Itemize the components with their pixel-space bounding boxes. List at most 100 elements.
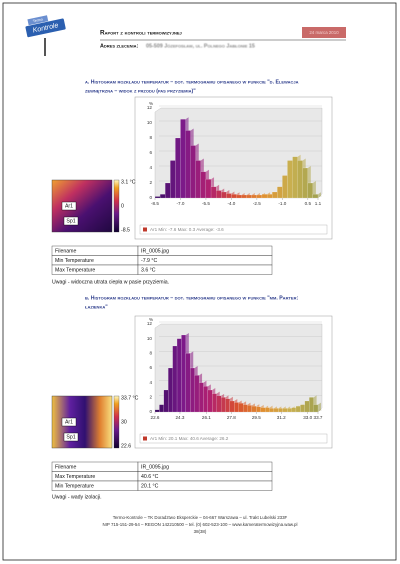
bar <box>243 404 248 413</box>
table-text: Filename <box>55 464 76 470</box>
x-tick-label: 26.1 <box>202 415 211 420</box>
bar <box>273 408 279 413</box>
bar <box>256 406 261 413</box>
bar <box>154 196 161 199</box>
scale-label: 3.1 °C <box>121 179 136 185</box>
bar <box>234 402 239 413</box>
legend-text: Ar1 Min: 20.1 Max: 40.6 Average: 26.2 <box>150 436 229 441</box>
bar <box>251 194 257 199</box>
bar <box>170 160 176 199</box>
address-label: Adres zlecenia: <box>100 43 139 49</box>
bar <box>312 194 319 199</box>
bar <box>287 160 293 199</box>
bar <box>205 179 212 199</box>
bar <box>226 193 232 199</box>
bar <box>282 175 288 199</box>
y-tick-label: 6 <box>149 150 152 155</box>
bar <box>309 397 314 413</box>
logo-small: Termo <box>33 17 44 23</box>
bar <box>256 194 263 199</box>
area-label: Sp1 <box>66 219 75 225</box>
x-tick-label: -4.0 <box>227 201 235 206</box>
scale-label: 30 <box>121 419 127 425</box>
table-cell <box>137 480 273 491</box>
y-tick-label: 12 <box>147 321 153 326</box>
y-tick-label: 6 <box>149 365 152 370</box>
bar <box>159 404 164 413</box>
bar-side <box>312 181 316 198</box>
bar <box>168 367 173 413</box>
x-tick-label: -7.0 <box>177 201 185 206</box>
y-tick-label: 8 <box>149 351 152 356</box>
x-tick-label: -1.0 <box>278 201 286 206</box>
y-tick-label: 0 <box>149 195 152 200</box>
page-number: 38(38) <box>194 529 207 534</box>
bar <box>261 194 268 199</box>
y-axis-label: % <box>149 317 153 322</box>
bar-side <box>318 192 321 198</box>
bar <box>278 408 283 413</box>
x-tick-label: -8.5 <box>151 201 159 206</box>
bar <box>241 194 247 199</box>
area-marker <box>61 417 77 427</box>
bar <box>195 160 201 199</box>
table-text: Max Temperature <box>55 474 95 480</box>
bar <box>154 409 160 413</box>
bar <box>265 407 270 413</box>
y-tick-label: 4 <box>149 380 152 385</box>
thermogram <box>51 179 113 233</box>
y-tick-label: 8 <box>149 135 152 140</box>
note: Uwagi - widoczna utrata ciepła w pasie p… <box>52 279 169 285</box>
x-tick-label: 31.2 <box>277 415 286 420</box>
bar <box>295 406 301 413</box>
bar <box>229 400 235 413</box>
section-heading: łazienka" <box>85 304 108 310</box>
bar <box>313 404 319 413</box>
bar <box>165 182 171 199</box>
bar <box>287 408 292 413</box>
bar <box>185 130 191 199</box>
address: 05-509 Józefosław, ul. Polnego Jabłonie … <box>146 43 255 49</box>
table-text: IR_0005.jpg <box>141 248 169 254</box>
bar <box>221 397 226 413</box>
table-text: Max Temperature <box>55 267 95 273</box>
bar-side <box>318 402 321 412</box>
x-tick-label: 27.8 <box>227 415 236 420</box>
bar <box>176 338 182 413</box>
bar <box>251 406 257 413</box>
bar <box>307 182 313 199</box>
y-tick-label: 2 <box>149 395 152 400</box>
bar <box>203 386 208 413</box>
scale-label: 33.7 °C <box>121 395 139 401</box>
x-tick-label: 1.1 <box>315 201 322 206</box>
logo-post <box>44 38 46 56</box>
note: Uwagi - wady izolacji. <box>52 494 102 500</box>
bar <box>266 194 273 199</box>
section-heading: a. Histogram rozkładu temperatur – dot. … <box>85 79 299 85</box>
y-tick-label: 12 <box>147 105 153 110</box>
bar <box>210 186 217 199</box>
x-tick-label: -5.5 <box>202 201 210 206</box>
legend-box <box>139 433 328 444</box>
bar <box>297 160 303 199</box>
content: a. Histogram rozkładu temperatur – dot. … <box>51 79 333 534</box>
bar <box>172 345 178 413</box>
bar <box>272 191 278 199</box>
bar <box>190 145 196 199</box>
scale-label: 0 <box>121 203 124 209</box>
bar <box>207 389 213 413</box>
bar <box>300 404 305 413</box>
y-axis-label: % <box>149 101 153 106</box>
table-text: Filename <box>55 248 76 254</box>
date: 24 marca 2010 <box>309 30 339 35</box>
y-tick-label: 0 <box>149 409 152 414</box>
bar <box>194 375 200 413</box>
bar <box>269 408 275 413</box>
x-tick-label: 33.7 <box>314 415 323 420</box>
bar <box>247 405 252 413</box>
x-tick-label: 29.5 <box>252 415 261 420</box>
y-tick-label: 10 <box>147 120 153 125</box>
y-tick-label: 10 <box>147 336 153 341</box>
bar <box>180 119 186 199</box>
